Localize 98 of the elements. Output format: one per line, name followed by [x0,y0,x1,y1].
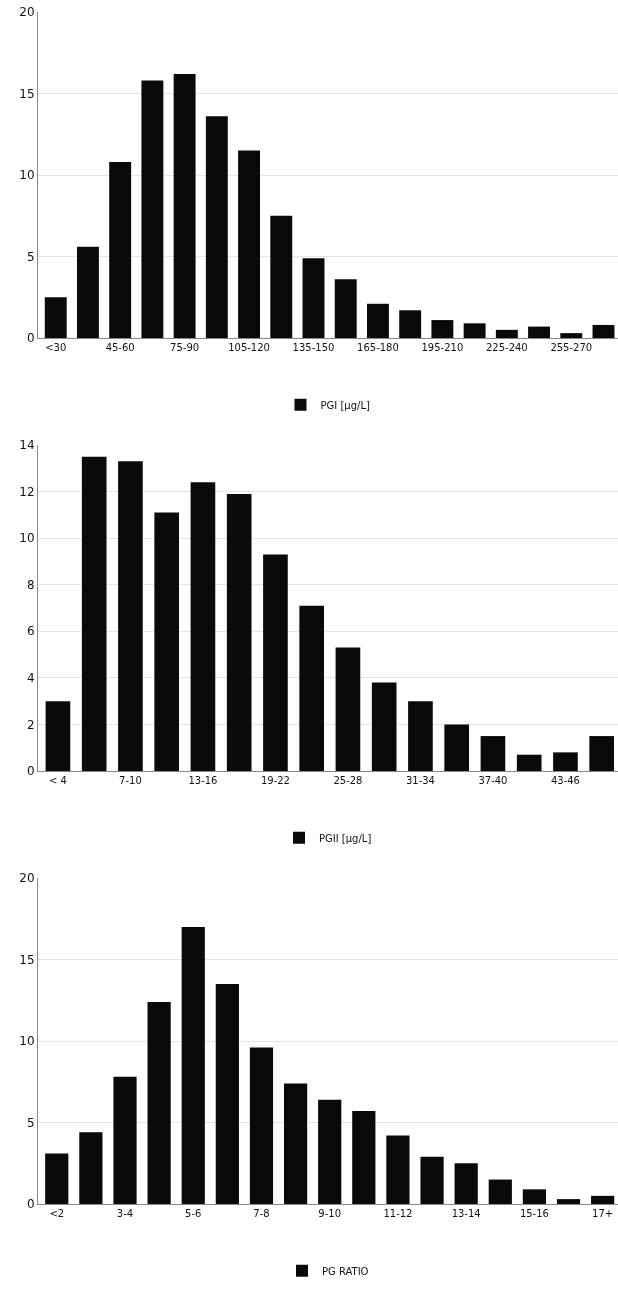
bar [249,1047,274,1204]
y-tick-label: 14 [19,438,35,453]
x-tick-label: 15-16 [519,1208,549,1219]
x-tick-label: 45-60 [105,342,135,353]
bar [516,754,542,771]
bar [444,724,470,771]
bar [109,161,132,338]
bar [556,1199,581,1204]
bar [386,1135,410,1204]
y-tick-label: 8 [26,577,35,592]
bar [408,701,433,771]
bar [283,1083,308,1204]
legend-label: PGII [µg/L] [319,832,372,844]
bar [335,647,361,771]
bar [560,333,583,338]
bar [334,279,357,338]
bar [302,258,325,338]
bar [371,682,397,771]
bar [113,1076,137,1204]
bar [318,1099,342,1204]
bar [226,493,252,771]
bar [118,461,143,771]
x-tick-label: 13-14 [451,1208,481,1219]
y-tick-label: 20 [19,5,35,20]
y-tick-label: 15 [19,86,35,101]
bar [299,605,325,771]
bar [592,324,615,338]
x-tick-label: 195-210 [421,342,464,353]
x-tick-label: 5-6 [185,1208,202,1219]
x-tick-label: 25-28 [333,775,363,786]
bar [81,456,107,771]
bar [431,320,454,338]
bar [215,983,239,1204]
bar [45,1153,69,1204]
x-tick-label: 105-120 [228,342,270,353]
x-tick-label: < 4 [48,775,67,786]
bar [173,73,196,338]
y-tick-label: 5 [26,1115,35,1130]
y-tick-label: 10 [19,1034,35,1049]
x-tick-label: 31-34 [405,775,435,786]
bar [352,1111,376,1204]
bar [76,246,99,338]
bar [454,1163,478,1204]
y-tick-label: 20 [19,871,35,886]
x-tick-label: 7-10 [119,775,142,786]
x-tick-label: 43-46 [550,775,580,786]
bar [79,1132,103,1204]
x-tick-label: 255-270 [550,342,593,353]
x-tick-label: 135-150 [292,342,335,353]
bar [147,1001,171,1204]
x-tick-label: 75-90 [170,342,200,353]
bar [205,116,228,338]
bar [181,926,205,1204]
bar [263,554,288,771]
x-tick-label: 13-16 [188,775,218,786]
y-tick-label: 12 [19,484,35,499]
y-tick-label: 2 [26,717,35,732]
x-tick-label: 37-40 [478,775,508,786]
bar [270,215,293,338]
y-tick-label: 5 [26,249,35,264]
bar [154,512,180,771]
x-tick-label: 3-4 [116,1208,134,1219]
y-tick-label: 4 [26,671,35,686]
bar [141,80,164,338]
x-tick-label: 17+ [592,1208,614,1219]
bar [589,736,615,771]
x-tick-label: 165-180 [357,342,399,353]
bar [480,736,506,771]
y-tick-label: 0 [26,1197,35,1212]
y-tick-label: 10 [19,531,35,546]
bar [45,701,71,771]
bar [553,752,578,771]
legend-label: PG RATIO [322,1265,369,1277]
y-tick-label: 10 [19,168,35,183]
bar [44,297,67,338]
bar [528,326,551,338]
x-tick-label: 9-10 [318,1208,342,1219]
x-tick-label: 225-240 [485,342,528,353]
y-tick-label: 0 [26,764,35,779]
bar [463,323,486,338]
bar [522,1189,547,1204]
x-tick-label: 11-12 [383,1208,413,1219]
y-tick-label: 0 [26,331,35,346]
bar [488,1179,512,1204]
x-tick-label: <2 [49,1208,65,1219]
x-tick-label: 19-22 [260,775,290,786]
x-tick-label: <30 [45,342,67,353]
bar [238,150,261,338]
y-tick-label: 15 [19,952,35,967]
bar [366,303,389,338]
bar [495,329,518,338]
x-tick-label: 7-8 [253,1208,270,1219]
bar [420,1156,444,1204]
bar [399,310,422,338]
y-tick-label: 6 [26,624,35,639]
bar [591,1195,615,1204]
legend-label: PGI [µg/L] [320,399,370,411]
bar [190,482,216,771]
